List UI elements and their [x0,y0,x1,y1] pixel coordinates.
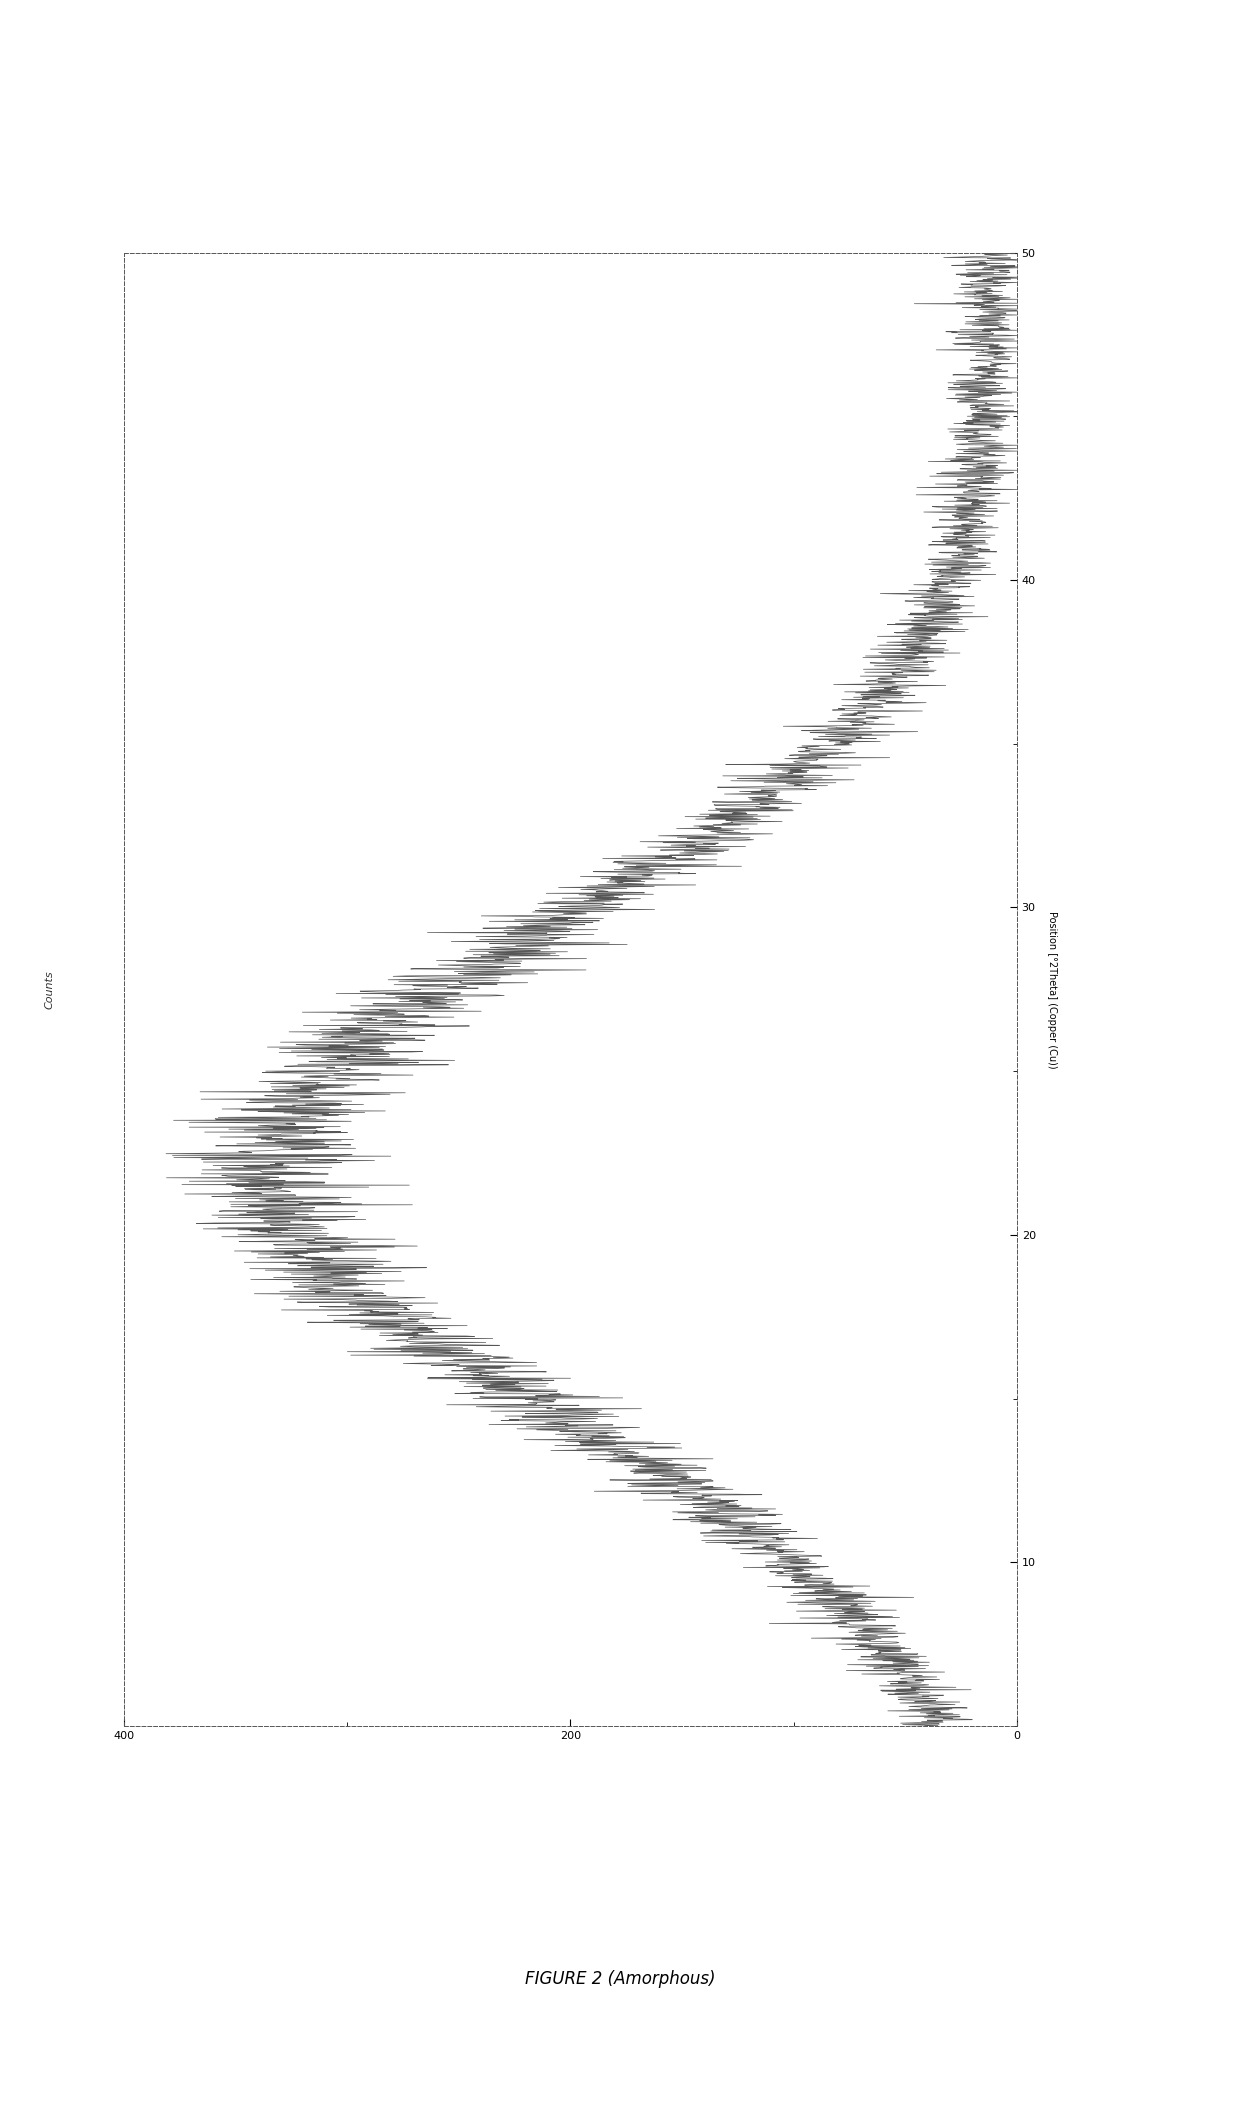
Y-axis label: Position [°2Theta] (Copper (Cu)): Position [°2Theta] (Copper (Cu)) [1047,911,1056,1067]
Text: FIGURE 2 (Amorphous): FIGURE 2 (Amorphous) [525,1970,715,1987]
Text: Counts: Counts [45,970,55,1008]
